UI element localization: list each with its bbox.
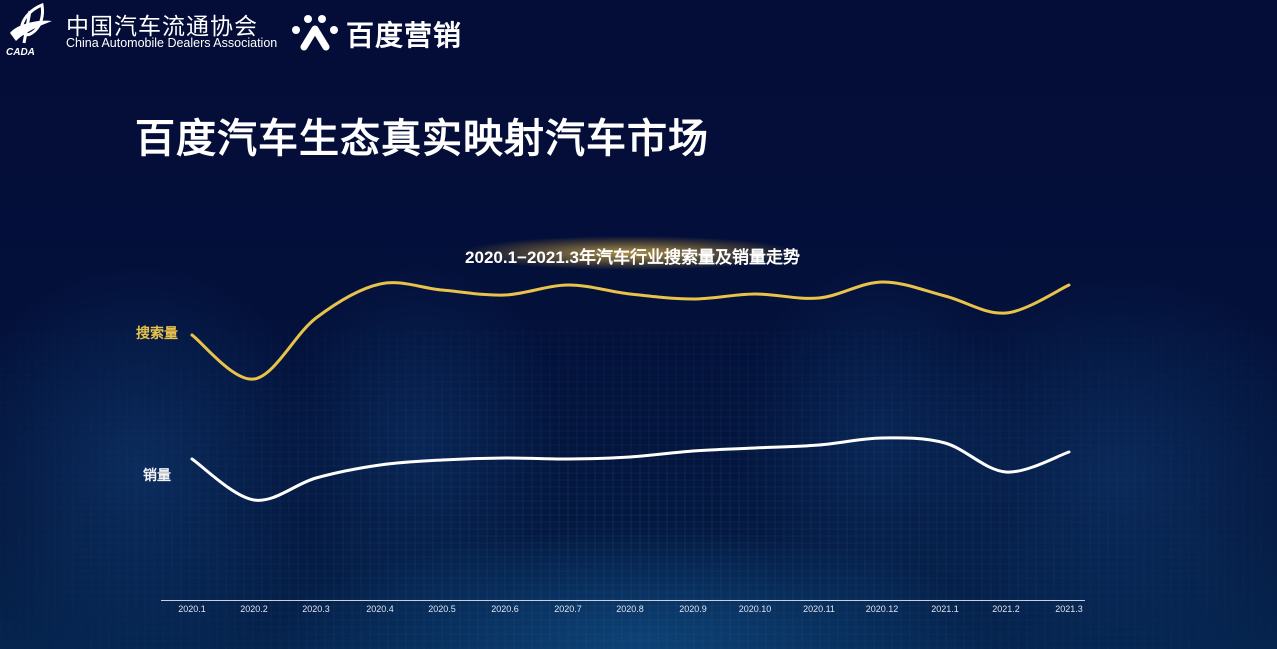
header: CADA 中国汽车流通协会 China Automobile Dealers A…: [0, 0, 520, 60]
chart-title: 2020.1−2021.3年汽车行业搜索量及销量走势: [465, 248, 800, 267]
chart-title-banner: 2020.1−2021.3年汽车行业搜索量及销量走势: [430, 236, 835, 270]
x-tick-label: 2020.11: [803, 604, 835, 614]
background-data-texture: [0, 330, 1277, 649]
org-name-en: China Automobile Dealers Association: [66, 36, 278, 50]
x-tick-label: 2021.3: [1055, 604, 1083, 614]
x-tick-label: 2020.3: [302, 604, 330, 614]
x-tick-label: 2020.2: [240, 604, 268, 614]
x-axis: [161, 600, 1085, 601]
x-tick-label: 2021.2: [992, 604, 1020, 614]
series-label-search: 搜索量: [136, 325, 178, 341]
x-tick-label: 2020.6: [491, 604, 519, 614]
x-tick-label: 2020.1: [178, 604, 206, 614]
svg-text:CADA: CADA: [6, 47, 35, 57]
series-label-sales: 销量: [143, 467, 171, 483]
x-tick-label: 2020.9: [679, 604, 707, 614]
x-tick-label: 2021.1: [931, 604, 959, 614]
x-tick-label: 2020.4: [366, 604, 394, 614]
x-tick-label: 2020.12: [865, 604, 899, 614]
x-tick-label: 2020.5: [428, 604, 456, 614]
partner-name: 百度营销: [346, 20, 463, 51]
x-tick-label: 2020.10: [738, 604, 772, 614]
x-tick-label: 2020.8: [616, 604, 644, 614]
page-title: 百度汽车生态真实映射汽车市场: [135, 117, 709, 161]
org-name-cn: 中国汽车流通协会: [66, 14, 258, 40]
cada-logo-icon: CADA: [6, 3, 52, 57]
baidu-paw-icon: [292, 15, 338, 51]
x-tick-label: 2020.7: [554, 604, 582, 614]
